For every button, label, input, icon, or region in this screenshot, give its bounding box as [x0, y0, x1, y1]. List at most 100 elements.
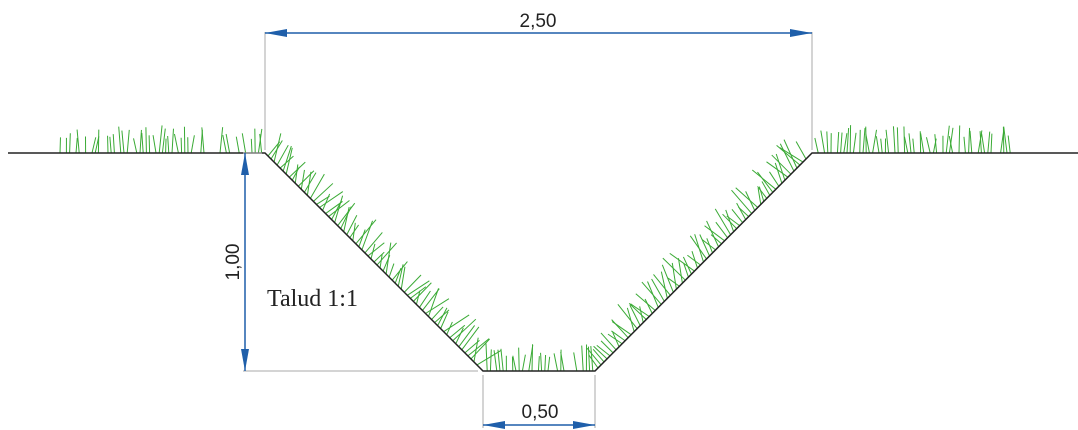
- grass-blade: [726, 215, 740, 227]
- slope-label: Talud 1:1: [267, 286, 358, 312]
- grass-blade: [701, 239, 716, 251]
- grass-blade: [322, 193, 331, 211]
- grass-blade: [710, 234, 722, 245]
- grass-blade: [840, 132, 843, 154]
- grass-blade: [521, 354, 526, 372]
- grass-blade: [69, 133, 71, 154]
- grass-blade: [581, 345, 584, 372]
- grass-blade: [611, 321, 632, 336]
- grass-blade: [540, 352, 543, 372]
- grass-blade: [826, 131, 829, 154]
- grass-blade: [443, 314, 470, 333]
- grass-blade: [689, 235, 707, 260]
- grass-blade: [669, 252, 695, 272]
- grass-blade: [731, 189, 753, 214]
- grass-blade: [846, 127, 850, 154]
- grass-blade: [630, 303, 650, 317]
- arrowhead: [241, 349, 249, 371]
- grass-blade: [547, 356, 551, 372]
- grass-blade: [343, 206, 350, 232]
- grass-blade: [455, 327, 464, 344]
- grass-blade: [279, 155, 294, 169]
- grass-blade: [820, 130, 826, 154]
- grass-blade: [370, 243, 376, 260]
- grass-blade: [285, 147, 293, 175]
- grass-blade: [875, 136, 880, 154]
- grass-blade: [738, 206, 750, 217]
- grass-blade: [158, 125, 163, 154]
- grass-blade: [294, 164, 299, 184]
- grass-blade: [600, 332, 617, 351]
- grass-blade: [979, 131, 982, 154]
- grass-blade: [981, 133, 986, 154]
- grass-blade: [75, 137, 78, 154]
- grass-blade: [139, 129, 142, 154]
- grass-blade: [161, 128, 166, 154]
- grass-blade: [473, 337, 479, 363]
- grass-blade: [969, 130, 973, 154]
- arrowhead: [790, 29, 812, 37]
- grass-blade: [291, 166, 300, 181]
- grass-blade: [300, 169, 305, 190]
- depth-label: 1,00: [223, 244, 244, 281]
- grass-blade: [736, 202, 747, 220]
- grass-blade: [428, 288, 440, 317]
- grass-blade: [500, 348, 504, 372]
- grass-blade: [862, 128, 866, 154]
- grass-blade: [485, 343, 488, 372]
- grass-blade: [687, 254, 701, 266]
- grass-blade: [518, 347, 520, 372]
- grass-blade: [779, 143, 795, 172]
- grass-blade: [434, 309, 450, 323]
- grass-blade: [662, 257, 686, 281]
- grass-blade: [852, 132, 857, 154]
- grass-blade: [607, 333, 623, 345]
- grass-blade: [171, 128, 174, 154]
- grass-blade: [761, 181, 771, 196]
- grass-blade: [449, 324, 466, 339]
- grass-blade: [843, 133, 848, 154]
- grass-blade: [410, 286, 427, 299]
- grass-blade: [400, 266, 406, 290]
- grass-blade: [757, 188, 762, 205]
- grass-blade: [766, 161, 789, 178]
- grass-blade: [968, 127, 971, 154]
- grass-blade: [446, 321, 453, 335]
- grass-blade: [683, 262, 689, 278]
- grass-blade: [903, 136, 909, 154]
- grass-blade: [775, 153, 786, 181]
- arrowhead: [265, 29, 287, 37]
- arrowhead: [241, 153, 249, 175]
- grass-blade: [422, 288, 440, 311]
- grass-blade: [865, 133, 870, 154]
- grass-blade: [313, 183, 334, 202]
- grass-blade: [425, 298, 450, 314]
- grass-blade: [152, 135, 157, 154]
- grass-blade: [403, 274, 422, 293]
- grass-blade: [677, 258, 683, 284]
- grass-blade: [476, 350, 502, 366]
- grass-blade: [896, 127, 899, 154]
- grass-blade: [731, 208, 744, 223]
- grass-blade: [241, 133, 247, 154]
- grass-blade: [635, 293, 656, 311]
- grass-blade: [452, 318, 477, 342]
- grass-blade: [493, 350, 498, 372]
- grass-blade: [531, 344, 534, 372]
- grass-blade: [651, 278, 665, 302]
- grass-blade: [592, 349, 605, 363]
- grass-blade: [667, 277, 680, 287]
- extension-lines: [243, 32, 813, 428]
- grass-blade: [355, 219, 377, 245]
- grass-blade: [641, 281, 662, 305]
- grass-blade: [309, 173, 325, 199]
- grass-blade: [751, 169, 777, 190]
- grass-blade: [276, 144, 289, 166]
- grass-blade: [373, 251, 385, 263]
- grass-blade: [358, 229, 366, 248]
- grass-blade: [259, 133, 263, 154]
- bottom-width-label: 0,50: [522, 402, 559, 423]
- grass-blade: [437, 307, 448, 326]
- grass-blade: [699, 234, 710, 257]
